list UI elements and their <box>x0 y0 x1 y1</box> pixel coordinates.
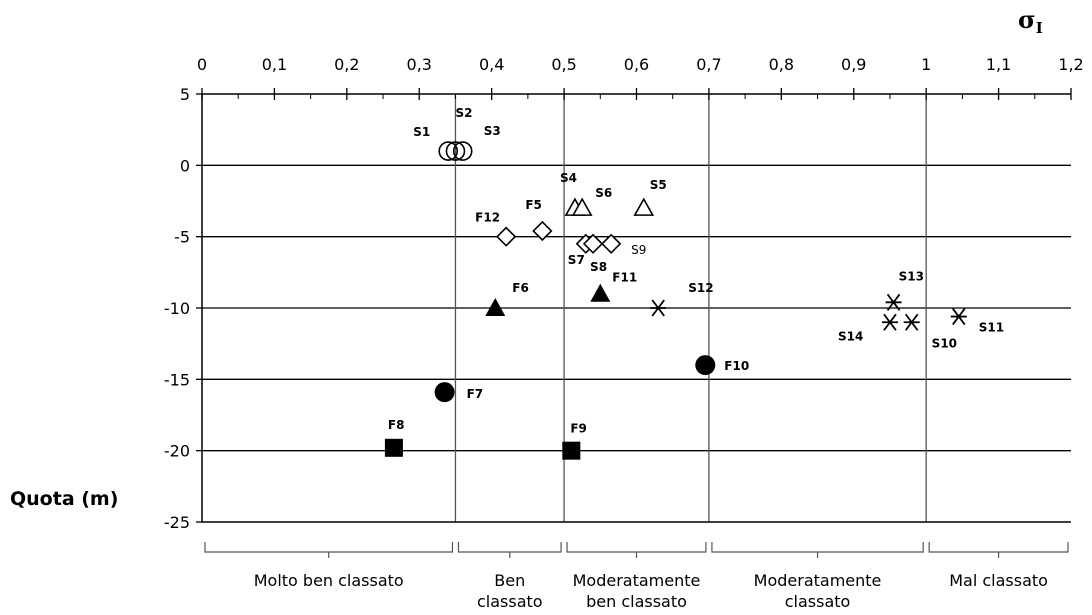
class-label: ben classato <box>586 592 687 611</box>
point-label-S1: S1 <box>413 125 430 139</box>
class-brace <box>711 542 924 558</box>
y-tick-label: -25 <box>164 513 190 532</box>
point-S9 <box>601 233 622 254</box>
point-S2 <box>445 141 466 161</box>
point-S1 <box>438 141 459 161</box>
point-S10 <box>903 313 920 331</box>
x-tick-label: 0,9 <box>841 55 866 74</box>
x-tick-label: 0,3 <box>407 55 432 74</box>
point-label-F12: F12 <box>475 211 500 225</box>
point-label-S7: S7 <box>568 253 585 267</box>
point-label-S10: S10 <box>932 336 957 350</box>
axis-layer: 50-5-10-15-20-250 0,1 0,2 0,3 0,4 0,5 0,6 0,7 0,… <box>164 55 1084 532</box>
x-tick-label: 0,1 <box>262 55 287 74</box>
x-tick-label: 0 <box>197 55 207 74</box>
class-label: Moderatamente <box>754 571 882 590</box>
point-F11 <box>590 283 611 302</box>
point-label-S11: S11 <box>979 321 1004 335</box>
class-label: classato <box>785 592 851 611</box>
point-S3 <box>452 141 473 161</box>
class-brace <box>457 542 562 558</box>
class-brace <box>928 542 1069 558</box>
y-tick-label: -20 <box>164 442 190 461</box>
point-label-F11: F11 <box>612 271 637 285</box>
point-label-F7: F7 <box>467 387 484 401</box>
point-label-F8: F8 <box>388 418 405 432</box>
points-layer <box>384 141 967 460</box>
class-brace <box>204 542 454 558</box>
class-label: Moderatamente <box>573 571 701 590</box>
y-axis-title: Quota (m) <box>10 488 118 510</box>
labels-layer: S1 S2 S3 S4 S6 S5 F12 F5 S7 S8 S9 F6 F11 S12 S13 S14 S10… <box>388 106 1004 436</box>
x-tick-label: 1,1 <box>986 55 1011 74</box>
y-tick-label: -10 <box>164 299 190 318</box>
y-tick-label: 0 <box>180 156 190 175</box>
point-F9 <box>562 441 581 460</box>
class-layer: Molto ben classato Ben classato Moderatamen… <box>204 542 1069 611</box>
x-tick-label: 0,8 <box>769 55 794 74</box>
point-F5 <box>532 220 553 242</box>
x-tick-label: 0,2 <box>334 55 359 74</box>
x-axis-title: σI <box>1018 5 1043 37</box>
point-S6 <box>571 197 593 216</box>
point-F8 <box>384 438 403 457</box>
x-axis-symbol: σ <box>1018 5 1036 34</box>
class-brace <box>566 542 707 558</box>
point-label-F5: F5 <box>525 198 542 212</box>
point-label-S12: S12 <box>688 281 713 295</box>
point-label-S13: S13 <box>899 269 924 283</box>
point-label-S5: S5 <box>650 178 667 192</box>
y-tick-label: -15 <box>164 370 190 389</box>
point-S12 <box>650 299 667 317</box>
x-tick-label: 0,6 <box>624 55 649 74</box>
point-label-S4: S4 <box>560 171 577 185</box>
x-tick-label: 0,7 <box>696 55 721 74</box>
point-F12 <box>496 226 517 247</box>
x-axis-subscript: I <box>1036 19 1043 37</box>
point-label-S3: S3 <box>484 124 501 138</box>
y-tick-label: 5 <box>180 85 190 104</box>
point-F6 <box>485 298 506 316</box>
x-tick-label: 1 <box>921 55 931 74</box>
class-label: Molto ben classato <box>254 571 404 590</box>
point-label-F10: F10 <box>724 359 749 373</box>
point-S11 <box>950 308 967 326</box>
point-label-S2: S2 <box>455 106 472 120</box>
class-label: classato <box>477 592 543 611</box>
x-tick-label: 0,5 <box>551 55 576 74</box>
point-S13 <box>885 293 902 311</box>
point-label-S8: S8 <box>590 260 607 274</box>
point-S5 <box>633 197 655 216</box>
y-tick-label: -5 <box>174 228 190 247</box>
point-label-F6: F6 <box>512 281 529 295</box>
x-tick-label: 0,4 <box>479 55 504 74</box>
class-label: Ben <box>494 571 525 590</box>
point-label-F9: F9 <box>570 422 587 436</box>
class-label: Mal classato <box>949 571 1048 590</box>
point-S8 <box>582 233 604 254</box>
point-label-S6: S6 <box>595 186 612 200</box>
point-label-S14: S14 <box>838 329 863 343</box>
grid-layer <box>202 94 1071 522</box>
point-S14 <box>881 313 898 331</box>
x-tick-label: 1,2 <box>1058 55 1083 74</box>
point-F7 <box>434 382 455 403</box>
point-F10 <box>695 355 716 376</box>
point-label-S9: S9 <box>631 243 646 257</box>
